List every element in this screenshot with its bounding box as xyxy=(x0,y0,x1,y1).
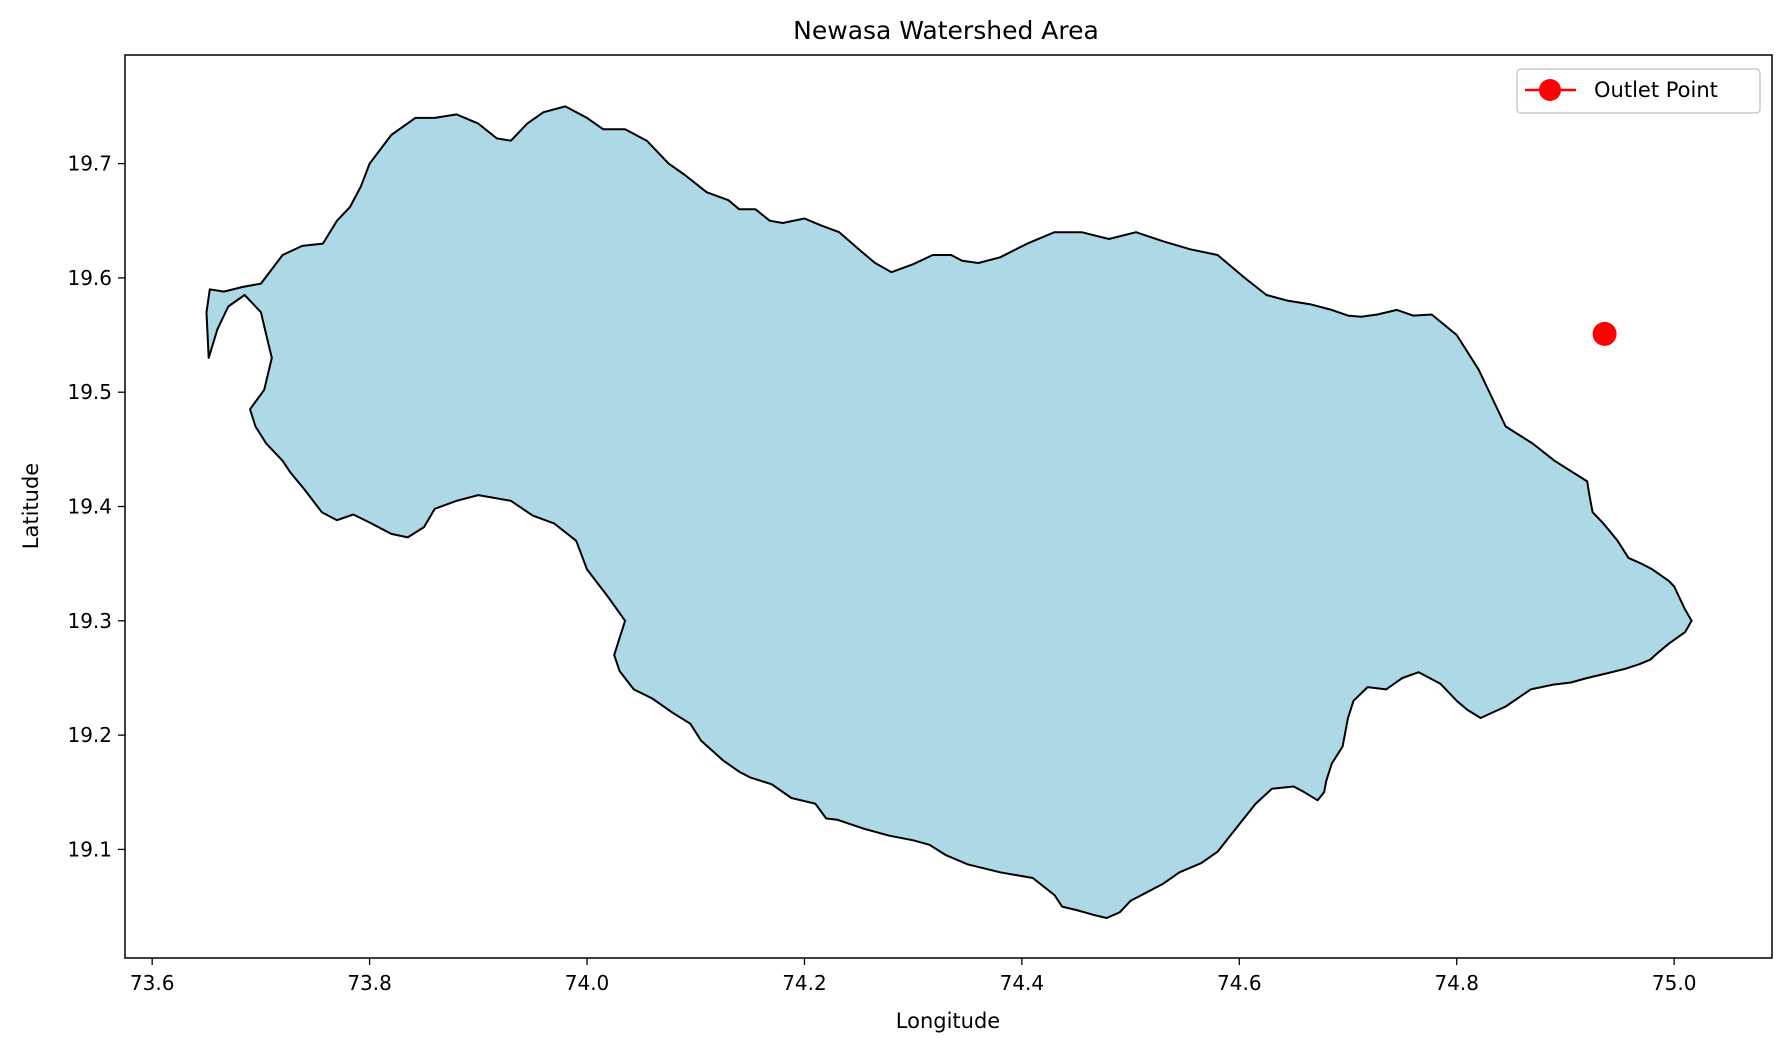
y-tick-label: 19.6 xyxy=(67,266,112,290)
series-layer xyxy=(205,105,1693,919)
outlet-point-marker xyxy=(1592,321,1617,346)
plot-area xyxy=(124,54,1773,959)
legend-label: Outlet Point xyxy=(1594,78,1718,102)
x-axis: 73.6 73.8 74.0 74.2 74.4 74.6 74.8 75.0 xyxy=(130,958,1697,995)
y-tick-label: 19.4 xyxy=(67,495,112,519)
y-axis: 19.1 19.2 19.3 19.4 19.5 19.6 19.7 xyxy=(67,152,125,861)
y-tick-label: 19.3 xyxy=(67,609,112,633)
legend: Outlet Point xyxy=(1516,68,1761,114)
y-tick-label: 19.2 xyxy=(67,723,112,747)
x-tick-label: 74.2 xyxy=(782,971,827,995)
x-tick-label: 74.0 xyxy=(565,971,610,995)
y-tick-label: 19.7 xyxy=(67,152,112,176)
y-tick-label: 19.1 xyxy=(67,837,112,861)
x-tick-label: 75.0 xyxy=(1652,971,1697,995)
chart-title: Newasa Watershed Area xyxy=(793,16,1099,45)
x-tick-label: 74.6 xyxy=(1217,971,1262,995)
x-tick-label: 73.6 xyxy=(130,971,175,995)
legend-marker xyxy=(1539,79,1561,101)
x-tick-label: 73.8 xyxy=(347,971,392,995)
x-tick-label: 74.8 xyxy=(1434,971,1479,995)
y-axis-label: Latitude xyxy=(19,463,43,549)
x-tick-label: 74.4 xyxy=(1000,971,1045,995)
y-tick-label: 19.5 xyxy=(67,380,112,404)
x-axis-label: Longitude xyxy=(896,1009,1000,1033)
legend-box xyxy=(1516,68,1761,114)
watershed-polygon xyxy=(205,105,1693,919)
